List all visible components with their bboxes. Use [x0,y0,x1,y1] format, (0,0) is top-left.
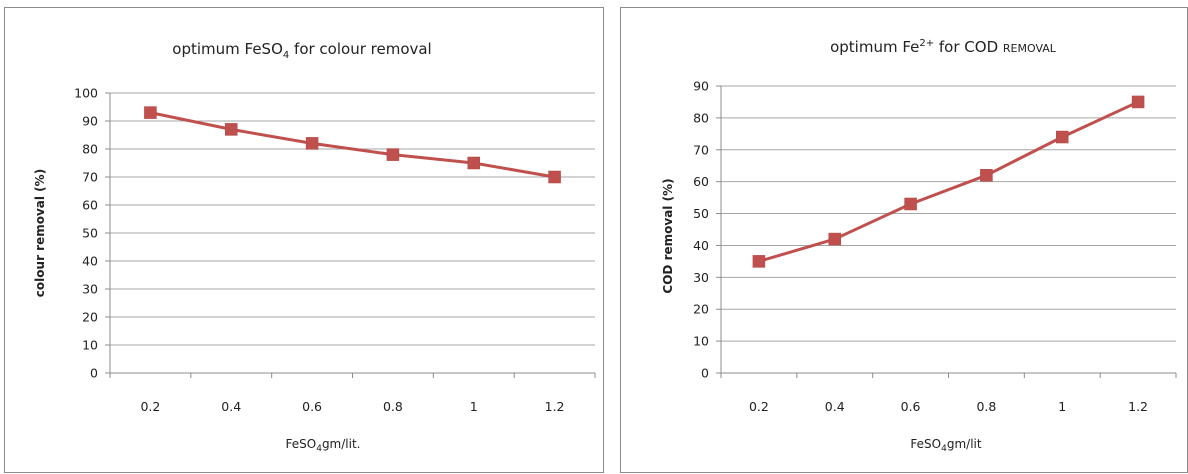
data-point-marker [752,255,766,268]
data-point-marker [980,169,993,182]
y-axis-label: COD removal (%) [661,178,675,293]
chart-title: optimum Fe2+ for COD REMOVAL [830,38,1057,56]
y-tick-label: 90 [693,79,709,94]
y-tick-label: 30 [82,282,98,297]
x-tick-label: 0.6 [302,399,322,414]
chart-cod-removal: optimum Fe2+ for COD REMOVAL 0 10 20 30 40 50 6… [661,38,1177,454]
x-tick-label: 0.8 [976,399,996,414]
chart-colour-removal: optimum FeSO4 for colour removal01020304… [33,40,596,454]
chart-title-small-caps: REMOVAL [1003,42,1057,55]
x-tick-label: 0.2 [140,399,160,414]
data-point-marker [904,197,917,211]
data-point-marker [144,106,157,119]
y-tick-label: 70 [82,170,98,185]
y-tick-label: 10 [693,334,709,349]
data-point-marker [305,137,319,150]
y-tick-label: 40 [82,254,98,269]
x-axis-label-main: FeSO [910,437,941,451]
y-tick-label: 20 [82,310,98,325]
chart-title-tail: for colour removal [289,40,431,58]
chart-title-main: optimum FeSO [172,40,283,58]
x-tick-label: 0.4 [825,399,845,414]
x-tick-label: 1 [470,399,478,414]
y-tick-label: 80 [693,110,709,125]
data-point-marker [386,148,400,161]
data-point-marker [467,156,480,170]
y-tick-label: 0 [90,366,98,381]
y-tick-label: 70 [693,142,709,157]
data-point-marker [548,170,561,184]
chart-title-tail: for COD [934,38,1003,56]
chart-title-main: optimum Fe [830,38,919,56]
y-tick-label: 80 [82,142,98,157]
data-point-marker [1056,130,1069,144]
x-tick-label: 1 [1058,399,1066,414]
y-tick-label: 0 [701,366,709,381]
x-axis-label: FeSO4gm/lit [910,437,981,454]
x-tick-label: 0.6 [901,399,921,414]
chart-panel-cod-removal: optimum Fe2+ for COD REMOVAL 0 10 20 30 40 50 6… [620,7,1188,473]
chart-title-subscript: 4 [283,50,289,61]
x-tick-label: 0.4 [221,399,241,414]
x-tick-label: 0.8 [383,399,403,414]
y-tick-label: 60 [693,174,709,189]
y-tick-label: 20 [693,302,709,317]
y-tick-label: 50 [82,226,98,241]
x-axis-label-tail: gm/lit. [322,437,361,451]
x-tick-label: 0.2 [749,399,769,414]
series-line [758,100,1139,263]
data-point-marker [1131,95,1145,109]
x-tick-label: 1.2 [545,399,565,414]
chart-title-superscript: 2+ [919,38,934,49]
x-axis-label-subscript: 4 [941,444,947,454]
y-axis-label: colour removal (%) [33,169,47,297]
x-axis-label: FeSO4gm/lit. [286,437,361,454]
y-tick-label: 30 [693,270,709,285]
x-axis-label-subscript: 4 [316,444,322,454]
data-point-marker [225,123,238,136]
y-tick-label: 90 [82,114,98,129]
y-tick-label: 50 [693,206,709,221]
x-axis-label-main: FeSO [286,437,317,451]
y-tick-label: 60 [82,198,98,213]
chart-panel-colour-removal: optimum FeSO4 for colour removal 0 10 20 30 4… [4,7,604,473]
y-tick-label: 10 [82,338,98,353]
series-line [150,111,555,179]
y-tick-label: 40 [693,238,709,253]
x-tick-label: 1.2 [1128,399,1148,414]
y-tick-label: 100 [74,86,98,101]
chart-title: optimum FeSO4 for colour removal [172,40,431,61]
x-axis-label-tail: gm/lit [947,437,982,451]
data-point-marker [828,232,841,246]
